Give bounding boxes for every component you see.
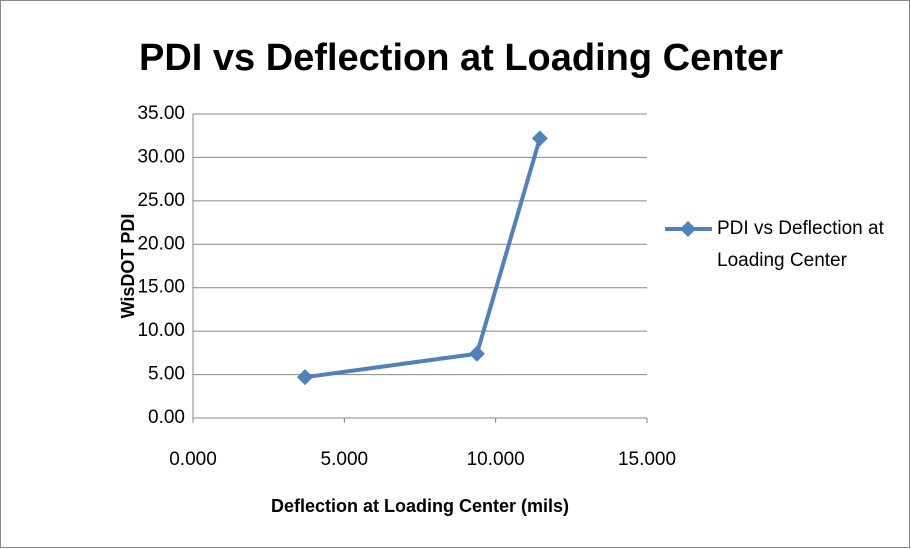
legend-marker — [680, 221, 696, 237]
x-tick-label: 0.000 — [169, 449, 217, 470]
y-tick-label: 10.00 — [137, 320, 185, 341]
y-tick-label: 0.00 — [148, 407, 185, 428]
y-tick-label: 15.00 — [137, 277, 185, 298]
y-tick-label: 35.00 — [137, 103, 185, 124]
data-point — [296, 369, 313, 386]
legend-label: PDI vs Deflection at Loading Center — [717, 218, 884, 271]
y-tick-label: 30.00 — [137, 146, 185, 167]
y-tick-label: 25.00 — [137, 190, 185, 211]
data-point — [468, 345, 485, 362]
x-tick-label: 5.000 — [321, 449, 369, 470]
y-axis-label: WisDOT PDI — [118, 214, 138, 319]
x-tick-label: 10.000 — [467, 449, 525, 470]
chart-title: PDI vs Deflection at Loading Center — [139, 37, 783, 79]
x-tick-label: 15.000 — [618, 449, 676, 470]
y-tick-label: 20.00 — [137, 233, 185, 254]
data-point — [531, 130, 548, 147]
x-axis-label: Deflection at Loading Center (mils) — [271, 496, 569, 516]
y-tick-label: 5.00 — [148, 364, 185, 385]
